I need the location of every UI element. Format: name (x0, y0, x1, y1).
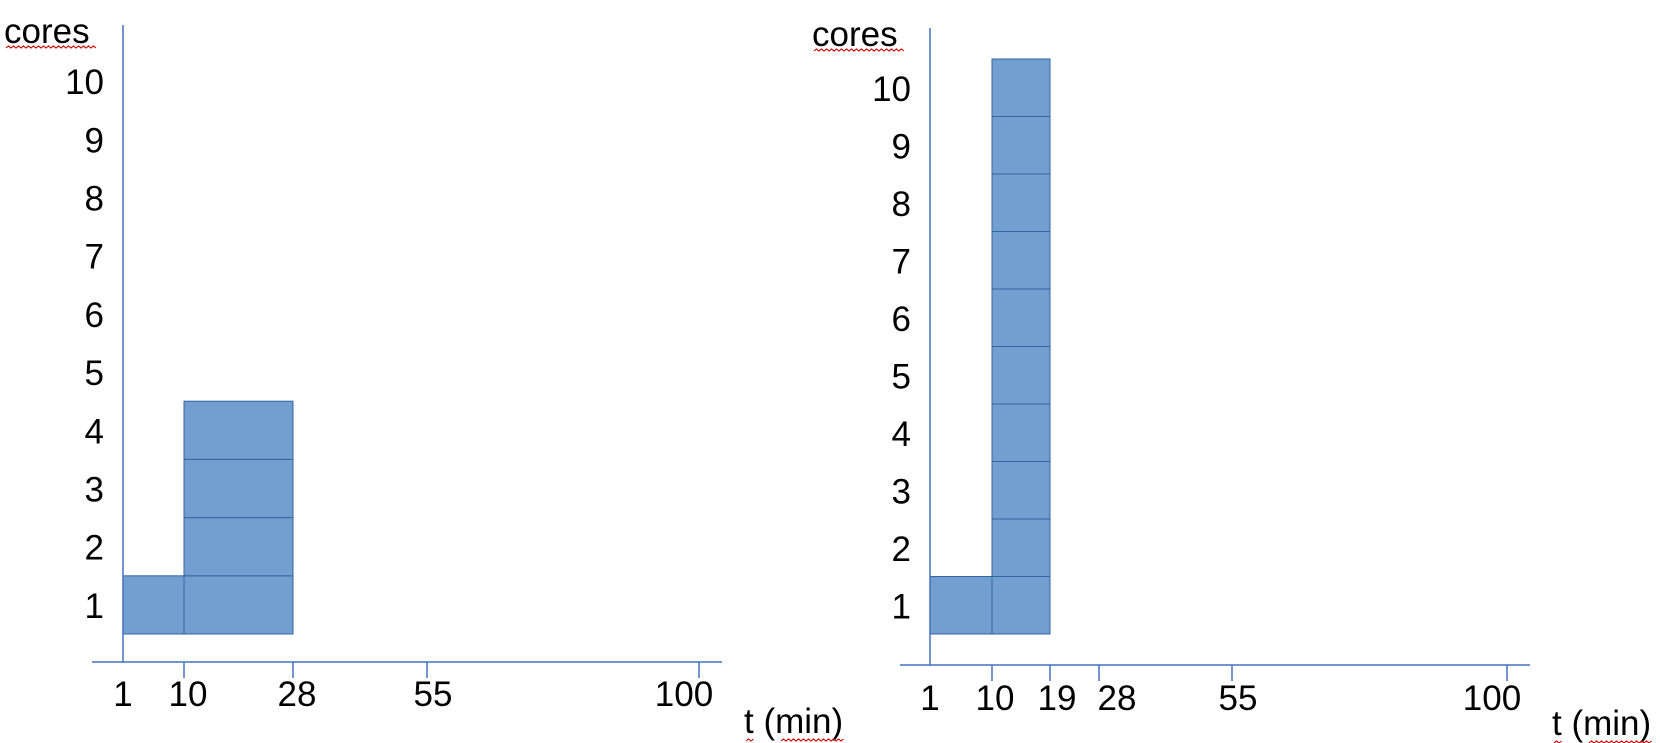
y-tick-label: 1 (892, 587, 911, 626)
core-block (991, 461, 1051, 520)
core-block (991, 231, 1051, 290)
core-block (991, 58, 1051, 117)
y-tick-label: 5 (892, 357, 911, 396)
core-block (929, 576, 993, 635)
y-tick-label: 4 (892, 415, 911, 454)
core-block (991, 288, 1051, 347)
core-block (183, 517, 294, 577)
core-block (183, 575, 294, 635)
y-tick-label: 8 (85, 180, 104, 219)
y-axis-title: cores (4, 12, 90, 51)
y-tick-label: 6 (892, 300, 911, 339)
y-tick-label: 4 (85, 412, 104, 451)
y-tick-label: 7 (85, 238, 104, 277)
core-block (991, 346, 1051, 405)
y-tick-label: 2 (892, 530, 911, 569)
core-block (183, 458, 294, 519)
x-tick-label: 1 (113, 675, 132, 714)
y-tick-label: 9 (892, 127, 911, 166)
x-tick-label: 100 (1463, 679, 1521, 718)
y-tick-label: 10 (65, 63, 104, 102)
x-axis-title: t (min) (1552, 704, 1651, 743)
x-tick-label: 28 (278, 675, 317, 714)
y-tick-label: 7 (892, 242, 911, 281)
y-tick-label: 5 (85, 354, 104, 393)
y-tick-label: 3 (892, 472, 911, 511)
x-tick-label: 55 (414, 675, 453, 714)
spellcheck-underline (780, 738, 844, 742)
x-axis-title: t (min) (744, 702, 843, 741)
x-tick-label: 10 (169, 675, 208, 714)
spellcheck-underline (813, 48, 905, 52)
core-block (122, 575, 185, 635)
core-block (991, 403, 1051, 462)
core-block (991, 173, 1051, 232)
x-tick-label: 19 (1038, 679, 1077, 718)
spellcheck-underline (1553, 740, 1562, 743)
x-tick-label: 28 (1098, 679, 1137, 718)
y-tick-label: 2 (85, 529, 104, 568)
diagram-left: 1 2 3 4 5 6 7 8 9 10 1 10 28 55 100 cores t (min) (4, 12, 844, 742)
x-tick-label: 10 (976, 679, 1015, 718)
y-axis-title: cores (812, 15, 898, 54)
y-tick-label: 6 (85, 296, 104, 335)
y-tick-label: 3 (85, 471, 104, 510)
spellcheck-underline (5, 45, 97, 49)
x-tick-label: 1 (920, 679, 939, 718)
core-block (991, 576, 1051, 635)
diagram-right: 1 2 3 4 5 6 7 8 9 10 1 10 19 28 55 100 cores t (min) (812, 15, 1652, 743)
y-tick-label: 10 (872, 70, 911, 109)
y-tick-label: 9 (85, 121, 104, 160)
y-tick-label: 1 (85, 587, 104, 626)
x-tick-label: 55 (1219, 679, 1258, 718)
core-block (991, 518, 1051, 577)
core-block (183, 400, 294, 460)
x-tick-label: 100 (655, 675, 713, 714)
spellcheck-underline (745, 738, 754, 742)
core-block (991, 116, 1051, 175)
y-tick-label: 8 (892, 185, 911, 224)
